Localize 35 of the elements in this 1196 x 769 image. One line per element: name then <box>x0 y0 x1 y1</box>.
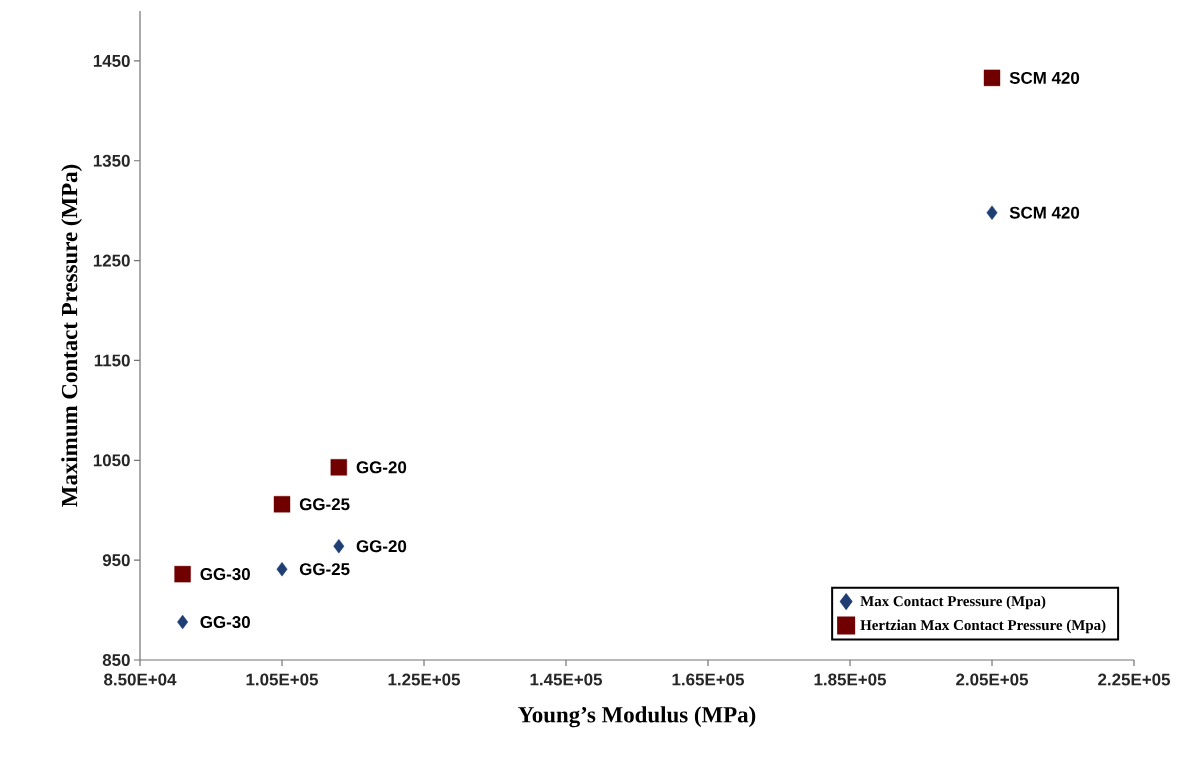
point <box>174 565 191 583</box>
x-tick-label: 2.05E+05 <box>956 673 1029 686</box>
x-axis-title: Young’s Modulus (MPa) <box>518 706 756 728</box>
y-tick-label: 850 <box>102 654 130 666</box>
legend-label: Hertzian Max Contact Pressure (Mpa) <box>860 619 1106 634</box>
point <box>273 496 291 513</box>
annotation: GG-20 <box>356 461 407 474</box>
x-tick-label: 1.05E+05 <box>246 673 319 686</box>
y-tick-label: 1150 <box>94 354 130 367</box>
point <box>333 538 345 554</box>
annotation: SCM 420 <box>1009 71 1080 84</box>
x-tick-label: 2.25E+05 <box>1098 673 1171 686</box>
x-tick-label: 1.65E+05 <box>672 673 745 686</box>
y-tick-label: 1450 <box>93 54 130 67</box>
annotation: GG-20 <box>356 540 407 553</box>
y-tick-label: 950 <box>102 554 130 567</box>
annotation: SCM 420 <box>1009 206 1080 219</box>
point <box>177 614 189 630</box>
point <box>986 205 998 220</box>
x-tick-label: 1.25E+05 <box>388 673 461 686</box>
annotation: GG-25 <box>299 498 350 511</box>
y-tick-label: 1350 <box>93 154 130 167</box>
y-axis-title: Maximum Contact Pressure (MPa) <box>61 164 82 507</box>
x-tick-label: 8.50E+04 <box>104 673 177 686</box>
annotation: GG-30 <box>200 616 250 629</box>
x-tick-label: 1.85E+05 <box>814 673 887 686</box>
point <box>276 561 288 577</box>
annotation: GG-25 <box>299 563 350 576</box>
y-tick-label: 1050 <box>93 454 130 467</box>
point <box>330 459 347 476</box>
point <box>983 69 1001 87</box>
x-tick-label: 1.45E+05 <box>530 673 603 686</box>
annotation: GG-30 <box>200 568 250 581</box>
legend-label: Max Contact Pressure (Mpa) <box>860 595 1046 610</box>
y-tick-label: 1250 <box>93 254 130 267</box>
